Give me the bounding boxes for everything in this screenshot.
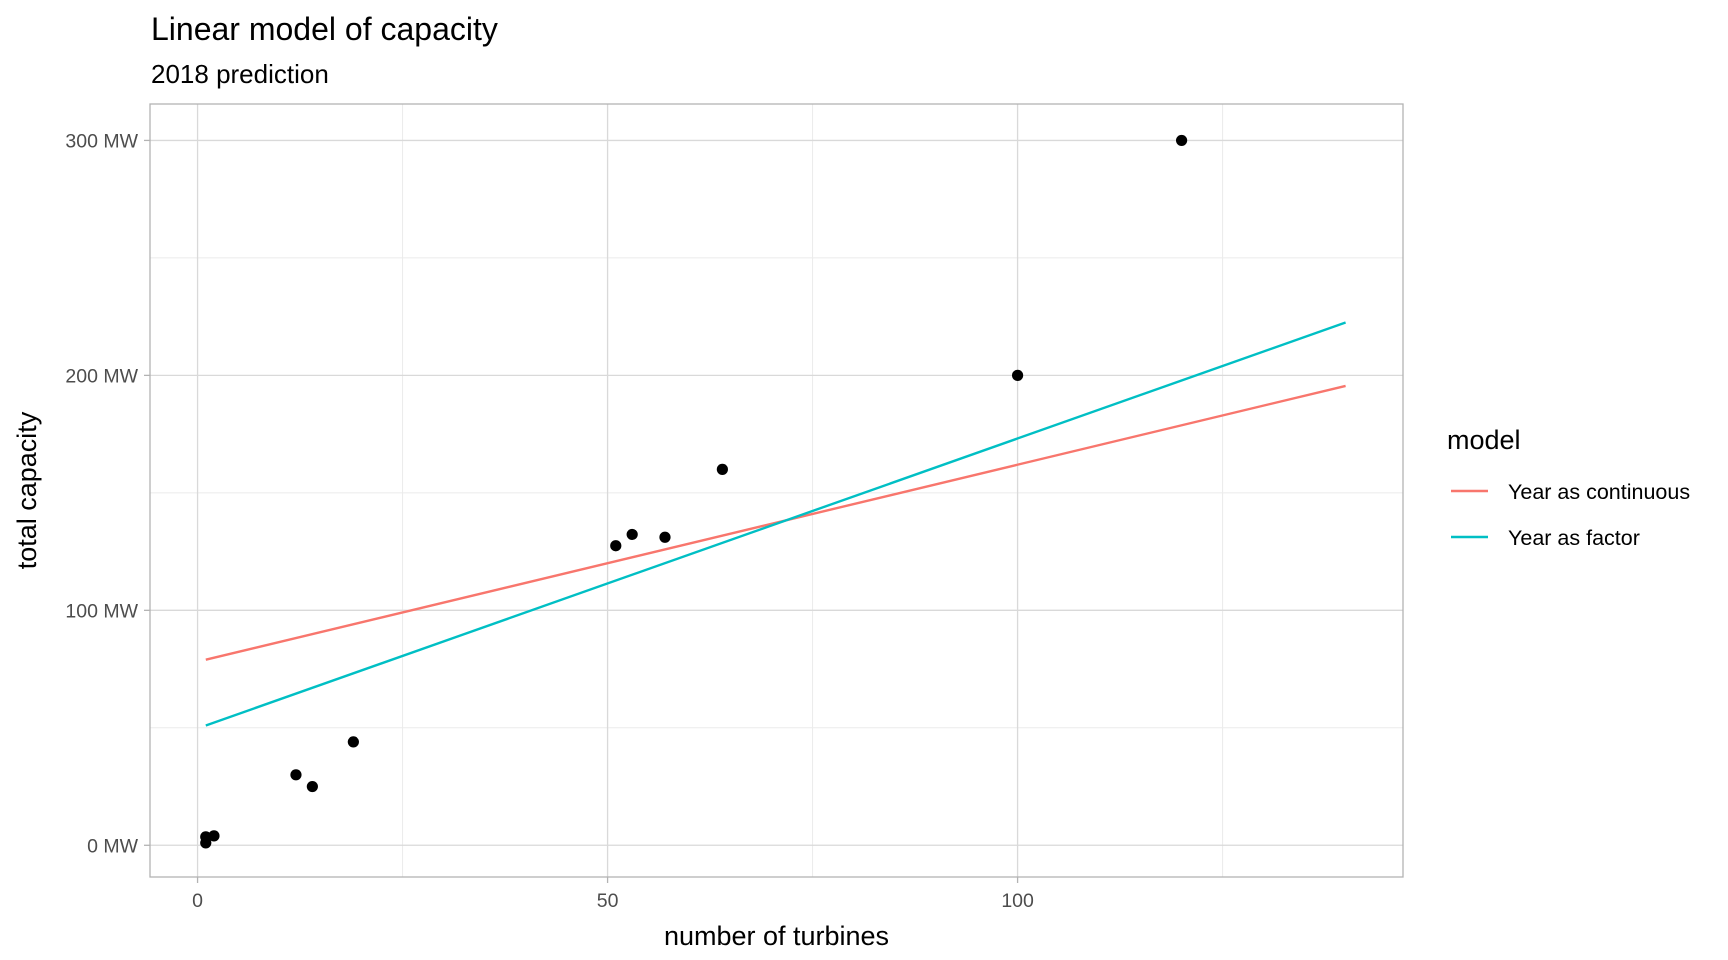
- y-tick-label: 0 MW: [87, 835, 139, 857]
- data-point: [347, 736, 359, 748]
- chart-title: Linear model of capacity: [151, 11, 498, 47]
- data-point: [200, 831, 212, 843]
- x-axis-title: number of turbines: [664, 921, 889, 951]
- y-tick-label: 100 MW: [65, 600, 138, 622]
- x-tick-label: 50: [597, 890, 619, 912]
- legend: model Year as continuous Year as factor: [1447, 425, 1690, 550]
- y-axis-ticks: 0 MW 100 MW 200 MW 300 MW: [65, 130, 150, 857]
- data-point: [1175, 134, 1188, 147]
- legend-title: model: [1447, 425, 1521, 455]
- legend-label: Year as continuous: [1508, 480, 1690, 504]
- data-point: [716, 463, 728, 475]
- chart-subtitle: 2018 prediction: [151, 59, 329, 89]
- y-axis-title: total capacity: [12, 411, 42, 569]
- data-point: [306, 780, 318, 793]
- plot-panel: [150, 104, 1403, 877]
- x-axis-ticks: 0 50 100: [192, 877, 1034, 912]
- x-tick-label: 0: [192, 890, 203, 912]
- legend-label: Year as factor: [1508, 526, 1640, 550]
- data-point: [659, 531, 671, 543]
- points: [200, 134, 1188, 849]
- grid-minor: [150, 104, 1403, 877]
- x-tick-label: 100: [1001, 890, 1034, 912]
- data-point: [208, 830, 220, 842]
- data-point: [626, 528, 638, 541]
- plot-border: [149, 103, 1404, 878]
- series-lines: [205, 321, 1346, 727]
- data-point: [1011, 369, 1024, 381]
- y-tick-label: 200 MW: [65, 365, 138, 387]
- legend-items: Year as continuous Year as factor: [1451, 480, 1690, 550]
- series-line: [205, 321, 1346, 727]
- data-point: [290, 769, 302, 781]
- data-point: [610, 540, 622, 552]
- y-tick-label: 300 MW: [65, 130, 138, 152]
